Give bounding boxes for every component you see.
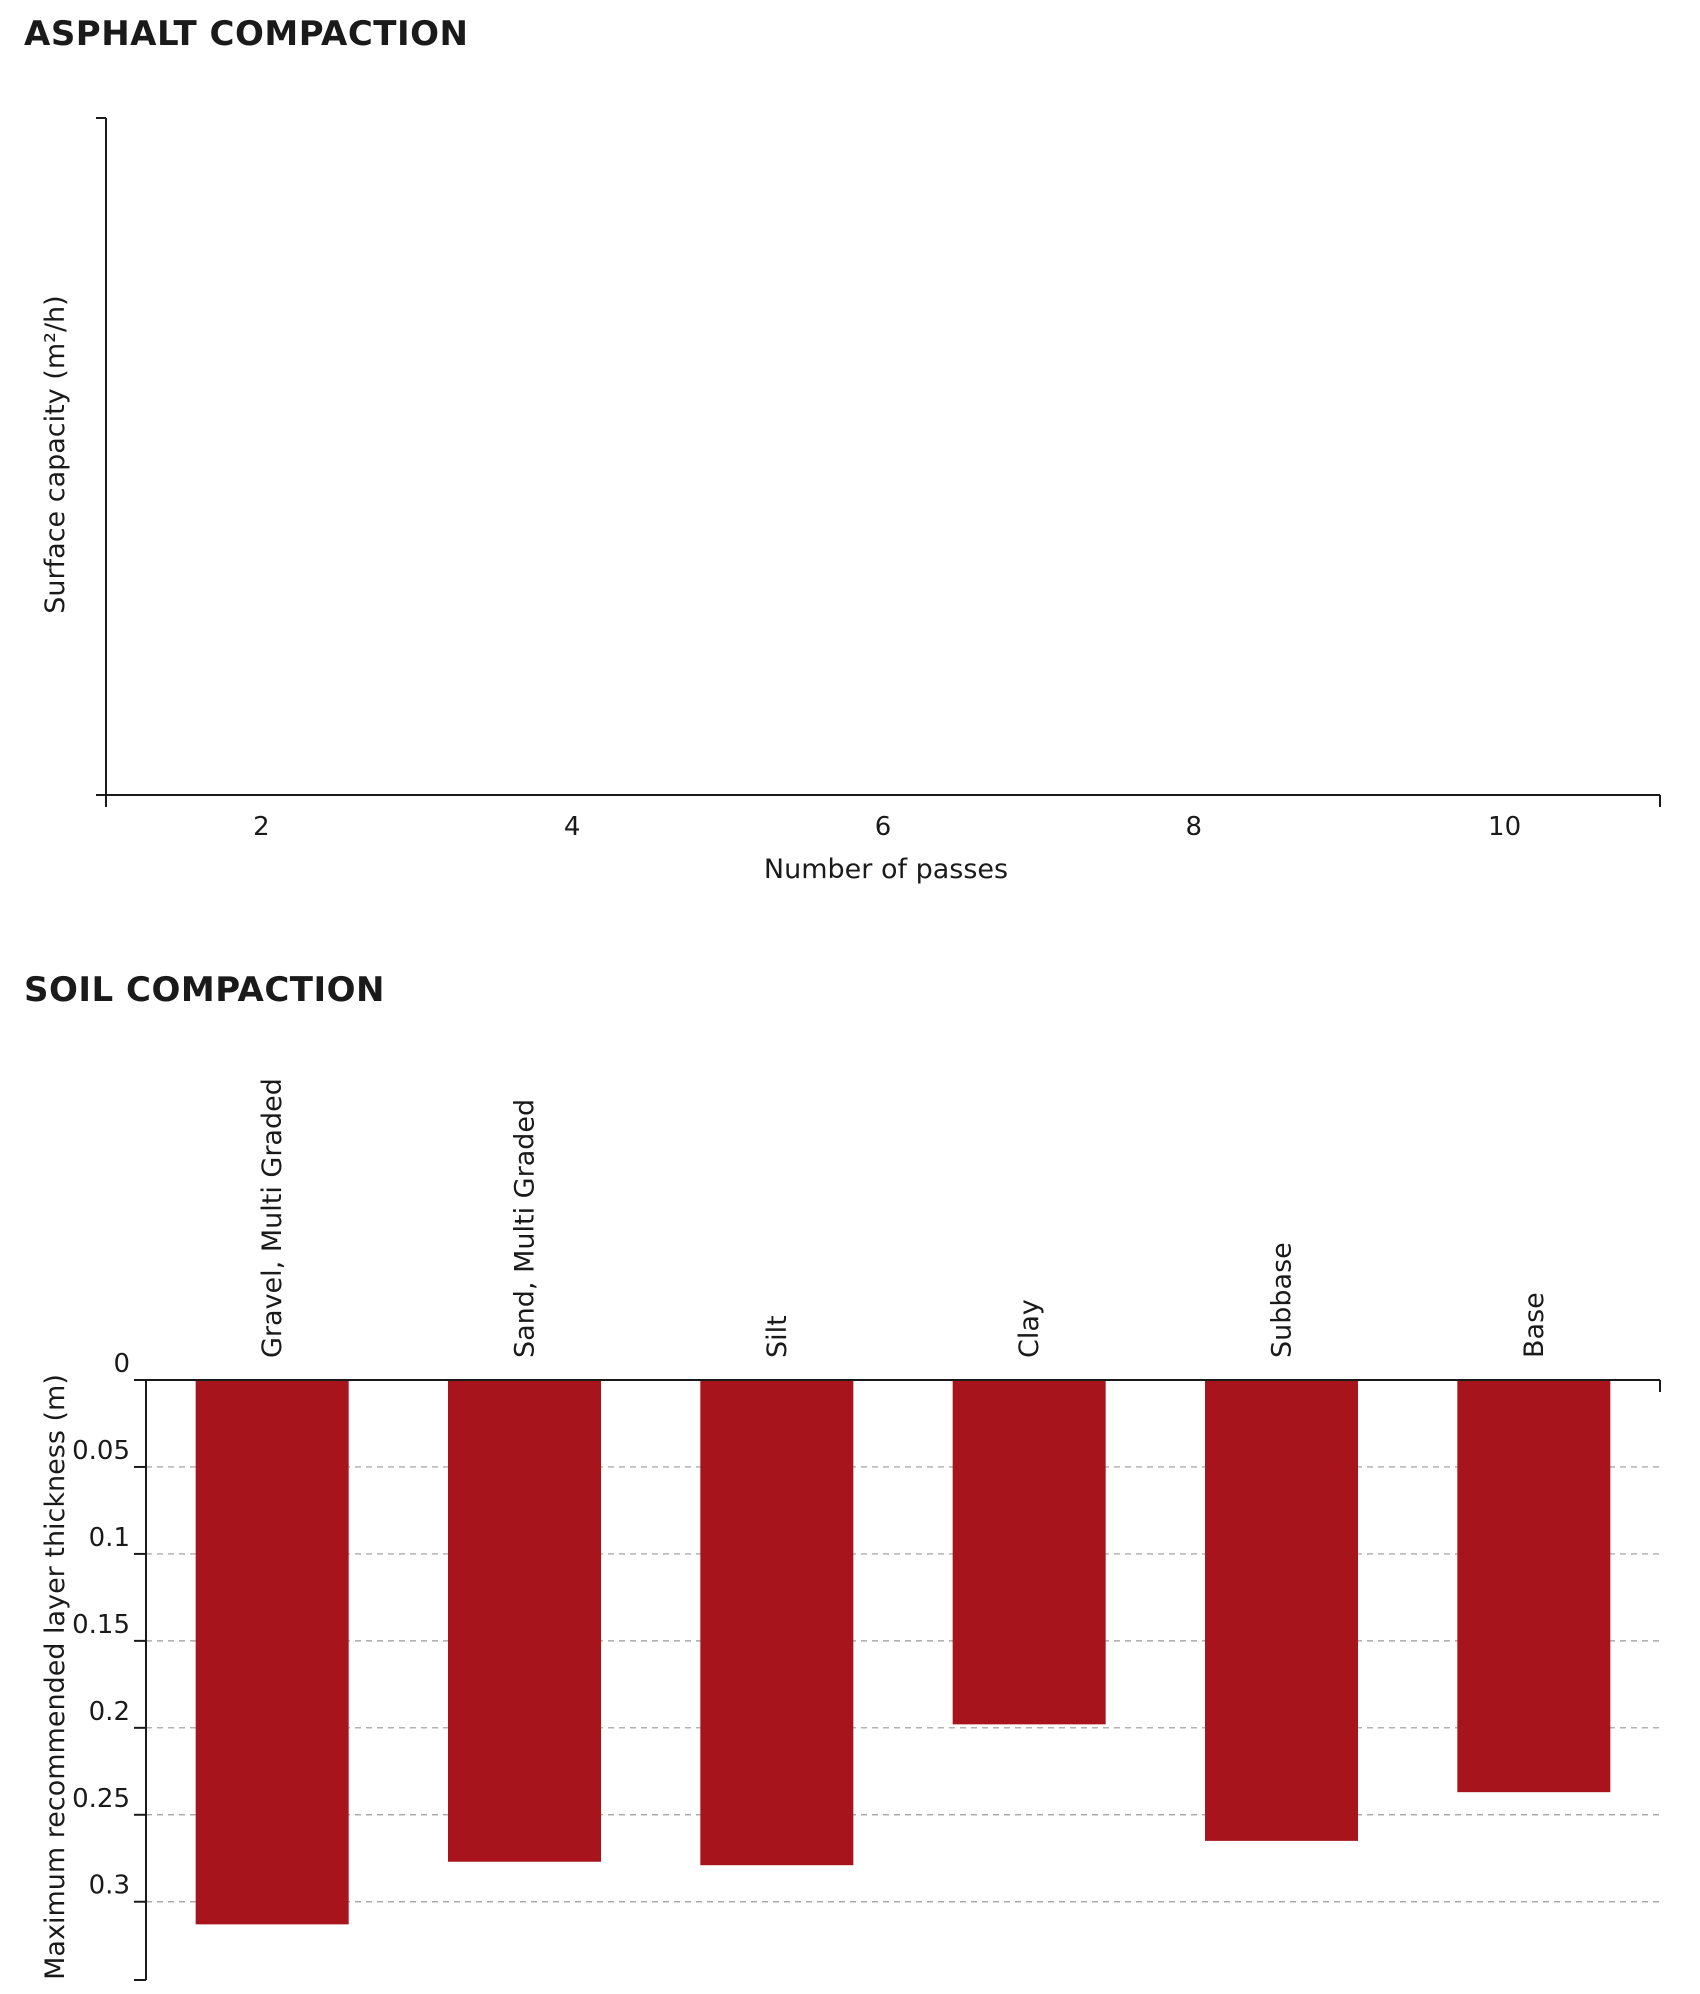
category-label: Base	[1519, 1292, 1550, 1358]
x-tick-label: 6	[875, 812, 892, 842]
y-tick-label: 0.15	[72, 1610, 130, 1640]
category-label: Silt	[762, 1315, 793, 1358]
x-tick-label: 2	[253, 812, 270, 842]
y-axis-label: Surface capacity (m²/h)	[40, 295, 71, 613]
x-tick-label: 8	[1186, 812, 1203, 842]
y-tick-label: 0.2	[89, 1697, 130, 1727]
soil-compaction-title: SOIL COMPACTION	[24, 970, 385, 1010]
bar-silt	[700, 1380, 854, 1866]
x-tick-label: 10	[1488, 812, 1521, 842]
asphalt-compaction-chart: 2 4 6 8 10 Number of passes Surface capacity (…	[40, 117, 1661, 885]
x-axis-label: Number of passes	[764, 854, 1008, 885]
bar-clay	[952, 1380, 1106, 1725]
y-tick-label: 0.1	[89, 1523, 130, 1553]
y-tick-label: 0.3	[89, 1871, 130, 1901]
y-tick-label: 0.25	[72, 1784, 130, 1814]
asphalt-compaction-title: ASPHALT COMPACTION	[24, 14, 469, 54]
y-tick-label: 0.05	[72, 1436, 130, 1466]
category-label: Subbase	[1267, 1242, 1298, 1358]
bar-sand-multi-graded	[448, 1380, 601, 1862]
bar-gravel-multi-graded	[195, 1380, 349, 1925]
y-tick-label: 0	[113, 1349, 130, 1379]
category-label: Clay	[1014, 1299, 1045, 1358]
bar-base	[1457, 1380, 1611, 1793]
x-tick-label: 4	[564, 812, 581, 842]
bar-subbase	[1205, 1380, 1358, 1841]
category-label: Sand, Multi Graded	[510, 1099, 541, 1358]
y-axis-label: Maximum recommended layer thickness (m)	[40, 1374, 71, 1980]
category-label: Gravel, Multi Graded	[257, 1078, 288, 1358]
